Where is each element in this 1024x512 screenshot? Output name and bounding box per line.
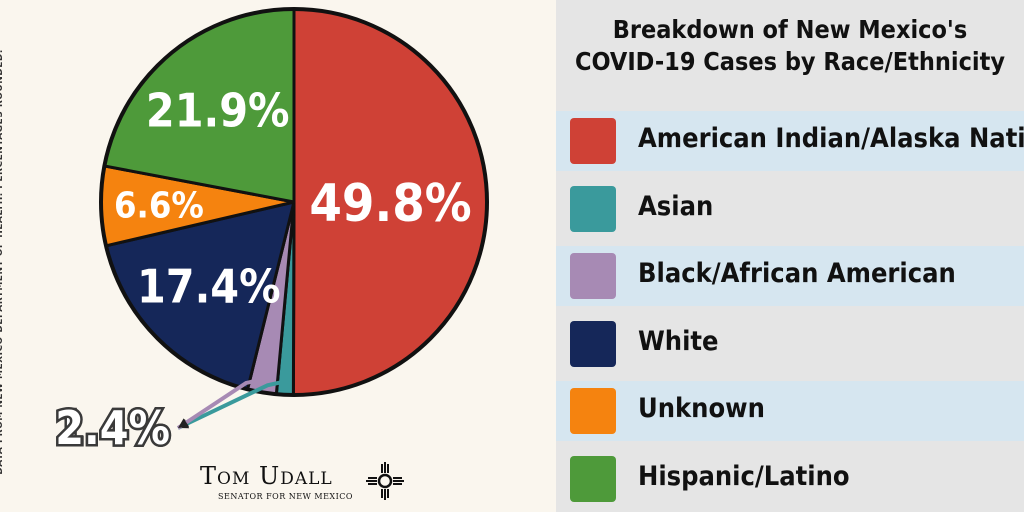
- chart-title: Breakdown of New Mexico's COVID-19 Cases…: [556, 14, 1024, 78]
- legend-panel: Breakdown of New Mexico's COVID-19 Cases…: [556, 0, 1024, 512]
- brand-subtitle: SENATOR FOR NEW MEXICO: [218, 492, 353, 501]
- legend-item-white: White: [556, 314, 1024, 374]
- legend-item-black-african-american: Black/African American: [556, 246, 1024, 306]
- zia-sun-symbol-icon: [366, 462, 404, 500]
- legend-swatch: [570, 253, 616, 299]
- data-label-unknown: 6.6%: [114, 186, 204, 227]
- branding: Tom Udall SENATOR FOR NEW MEXICO: [200, 462, 404, 510]
- legend-label: Hispanic/Latino: [638, 460, 850, 492]
- source-note: DATA FROM NEW MEXICO DEPARTMENT OF HEALT…: [0, 49, 5, 475]
- legend-swatch: [570, 388, 616, 434]
- data-label-white: 17.4%: [137, 260, 281, 314]
- pie-chart: 49.8% 1.4%2.4% 17.4% 6.6% 21.9%: [53, 7, 489, 458]
- legend-swatch: [570, 455, 616, 502]
- legend-swatch: [570, 185, 616, 232]
- legend-label: Asian: [638, 190, 714, 222]
- brand-name: Tom Udall: [200, 462, 333, 490]
- legend-swatch: [570, 118, 616, 164]
- legend-label: White: [638, 325, 719, 357]
- legend-item-unknown: Unknown: [556, 381, 1024, 441]
- legend-item-hispanic-latino: Hispanic/Latino: [556, 449, 1024, 509]
- legend-label: Unknown: [638, 393, 765, 424]
- legend-label: Black/African American: [638, 258, 956, 289]
- chart-title-line-1: Breakdown of New Mexico's: [612, 15, 968, 44]
- callout-label-asian: 1.4%: [55, 401, 170, 455]
- leader-line-asian: [177, 379, 286, 430]
- legend-swatch: [570, 320, 616, 367]
- leader-line-black-african-american: [176, 377, 265, 430]
- legend-item-american-indian-alaska-native: American Indian/Alaska Native: [556, 111, 1024, 171]
- callout-label-black-african-american: 2.4%: [55, 401, 170, 455]
- data-label-hispanic-latino: 21.9%: [146, 83, 290, 137]
- legend-item-asian: Asian: [556, 179, 1024, 239]
- data-label-american-indian-alaska-native: 49.8%: [309, 174, 471, 234]
- chart-panel: 49.8% 1.4% 2.4% 17.4% 6.6% 21.9% DATA FROM NE…: [0, 7, 489, 510]
- arrow-head-black-african-american: [178, 418, 190, 428]
- legend-label: American Indian/Alaska Native: [638, 123, 1024, 154]
- chart-title-line-2: COVID-19 Cases by Race/Ethnicity: [574, 47, 1006, 76]
- pie-outline: [99, 7, 489, 397]
